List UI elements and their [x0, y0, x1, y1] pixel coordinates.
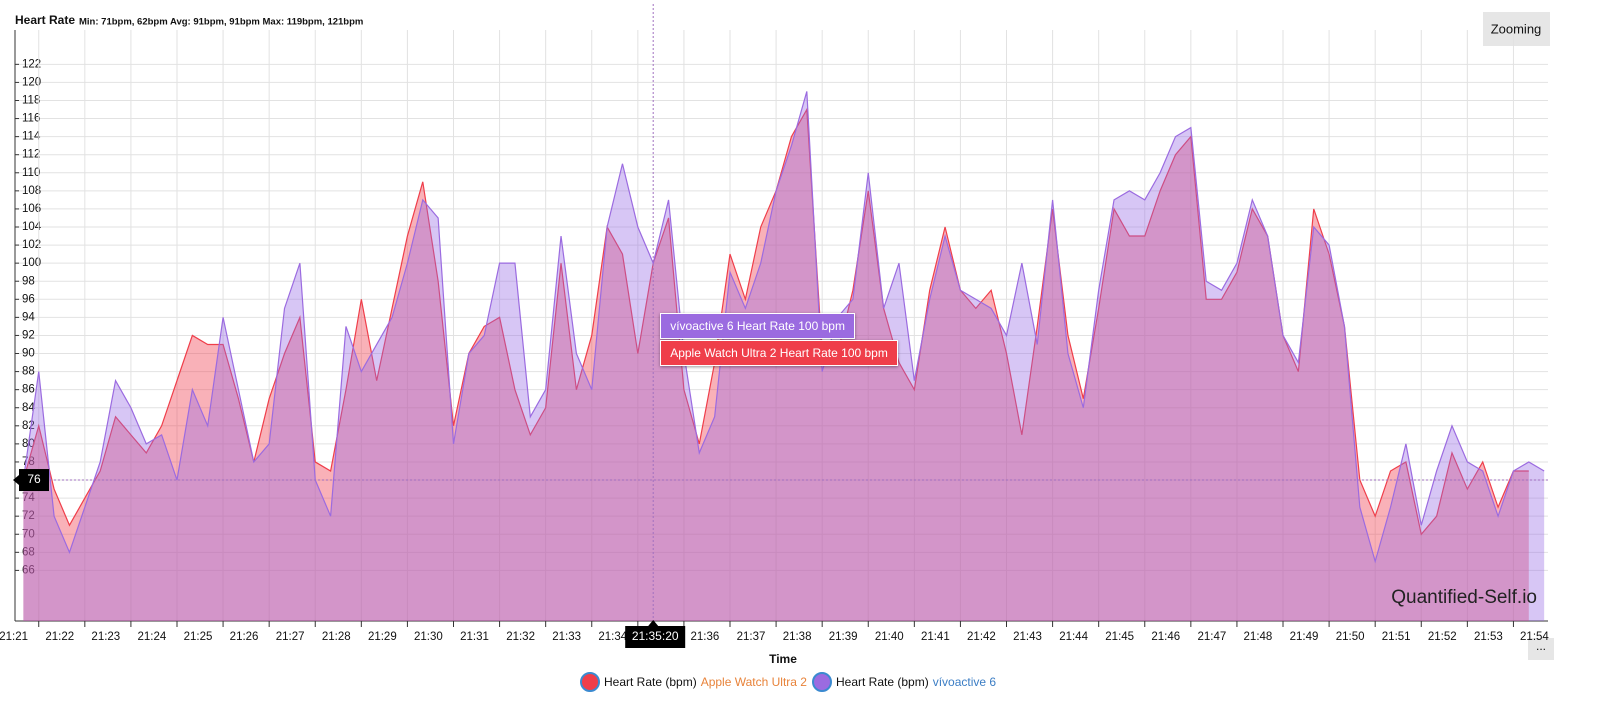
x-tick-label: 21:54	[1520, 631, 1549, 643]
tooltip: Apple Watch Ultra 2 Heart Rate 100 bpm	[660, 340, 898, 366]
x-tick-label: 21:51	[1382, 631, 1411, 643]
x-tick-label: 21:25	[184, 631, 213, 643]
y-tick-label: 74	[22, 492, 35, 504]
x-tick-label: 21:34	[598, 631, 627, 643]
crosshair-x-label: 21:35:20	[632, 629, 679, 643]
y-tick-label: 118	[22, 95, 40, 107]
x-tick-label: 21:31	[460, 631, 489, 643]
x-tick-label: 21:40	[875, 631, 904, 643]
y-tick-label: 84	[22, 402, 35, 414]
y-tick-label: 90	[22, 348, 35, 360]
y-tick-label: 68	[22, 546, 35, 558]
x-tick-label: 21:44	[1059, 631, 1088, 643]
chart-title: Heart Rate	[15, 13, 75, 27]
x-tick-label: 21:27	[276, 631, 305, 643]
x-tick-label: 21:29	[368, 631, 397, 643]
y-tick-label: 94	[22, 311, 35, 323]
legend-marker	[812, 672, 832, 692]
y-tick-label: 114	[22, 131, 41, 143]
menu-button-label[interactable]: ...	[1536, 639, 1546, 653]
chart-subtitle: Min: 71bpm, 62bpm Avg: 91bpm, 91bpm Max:…	[79, 17, 363, 28]
line	[22, 91, 1545, 564]
x-tick-label: 21:41	[921, 631, 950, 643]
x-tick-label: 21:22	[45, 631, 74, 643]
x-tick-label: 21:30	[414, 631, 443, 643]
y-tick-label: 104	[22, 221, 42, 233]
x-tick-label: 21:28	[322, 631, 351, 643]
x-tick-label: 21:46	[1151, 631, 1180, 643]
y-tick-label: 66	[22, 564, 35, 576]
x-tick-label: 21:21	[0, 631, 28, 643]
x-tick-label: 21:26	[230, 631, 259, 643]
legend-device: Apple Watch Ultra 2	[701, 675, 808, 689]
legend-label: Heart Rate (bpm)	[604, 675, 697, 689]
x-tick-label: 21:43	[1013, 631, 1042, 643]
y-tick-label: 110	[22, 167, 40, 179]
x-tick-label: 21:23	[91, 631, 120, 643]
y-tick-label: 100	[22, 257, 41, 269]
y-tick-label: 98	[22, 275, 35, 287]
x-tick-label: 21:33	[552, 631, 581, 643]
y-tick-label: 122	[22, 58, 41, 70]
menu-button[interactable]	[1528, 638, 1554, 660]
watermark: Quantified-Self.io	[1391, 587, 1537, 608]
crosshair-x-arrow	[648, 620, 659, 626]
y-tick-label: 96	[22, 293, 35, 305]
x-tick-label: 21:50	[1336, 631, 1365, 643]
x-tick-label: 21:24	[138, 631, 167, 643]
x-tick-label: 21:37	[737, 631, 766, 643]
x-tick-label: 21:47	[1197, 631, 1226, 643]
zoom-button[interactable]	[1483, 12, 1550, 46]
y-tick-label: 72	[22, 510, 35, 522]
y-tick-label: 108	[22, 185, 41, 197]
y-tick-label: 88	[22, 366, 35, 378]
x-tick-label: 21:52	[1428, 631, 1457, 643]
y-tick-label: 106	[22, 203, 41, 215]
tooltip: vívoactive 6 Heart Rate 100 bpm	[660, 313, 855, 339]
legend-label: Heart Rate (bpm)	[836, 675, 929, 689]
x-tick-label: 21:38	[783, 631, 812, 643]
x-tick-label: 21:32	[506, 631, 535, 643]
crosshair-x-box	[625, 626, 686, 648]
x-axis-label: Time	[769, 652, 797, 666]
crosshair-y-box	[19, 469, 49, 492]
x-tick-label: 21:36	[691, 631, 720, 643]
crosshair-y-arrow	[13, 475, 19, 486]
x-tick-label: 21:45	[1105, 631, 1134, 643]
y-tick-label: 116	[22, 113, 40, 125]
x-tick-label: 21:48	[1244, 631, 1273, 643]
y-tick-label: 86	[22, 384, 35, 396]
x-tick-label: 21:53	[1474, 631, 1503, 643]
legend-marker	[580, 672, 600, 692]
x-tick-label: 21:49	[1290, 631, 1319, 643]
y-tick-label: 92	[22, 329, 35, 341]
legend-device: vívoactive 6	[933, 675, 997, 689]
x-tick-label: 21:42	[967, 631, 996, 643]
crosshair-y-label: 76	[27, 472, 41, 486]
x-tick-label: 21:39	[829, 631, 858, 643]
y-tick-label: 102	[22, 239, 41, 251]
y-tick-label: 120	[22, 76, 41, 88]
zoom-button-label[interactable]: Zooming	[1491, 21, 1542, 36]
y-tick-label: 70	[22, 528, 35, 540]
y-tick-label: 112	[22, 149, 40, 161]
